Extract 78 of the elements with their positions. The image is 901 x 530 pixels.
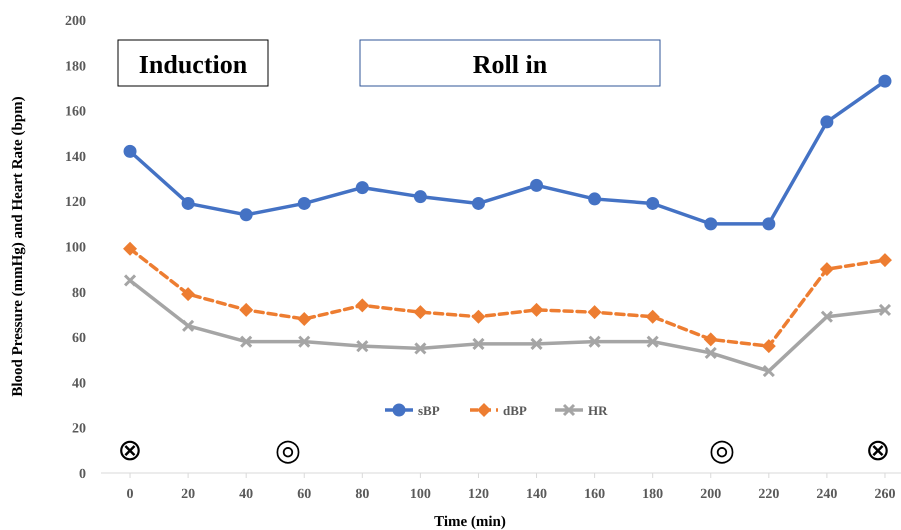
point: [704, 217, 718, 230]
point: [356, 340, 369, 353]
point: [878, 303, 892, 316]
point: [820, 115, 834, 128]
point: [646, 335, 660, 348]
point: [298, 335, 311, 348]
point: [530, 178, 544, 192]
annotation: ◎: [274, 433, 302, 468]
point: [182, 196, 195, 210]
point: [704, 332, 718, 346]
legend-label: sBP: [418, 403, 440, 418]
point: [182, 319, 195, 332]
y-tick-label: 20: [72, 422, 86, 437]
x-tick-label: 220: [758, 487, 780, 502]
point: [588, 335, 602, 348]
y-tick-label: 200: [65, 14, 86, 29]
y-tick-label: 160: [65, 104, 86, 120]
annotation: ⊗: [117, 433, 143, 468]
y-tick-label: 120: [65, 195, 86, 210]
point: [762, 339, 776, 354]
annotation: ◎: [708, 433, 736, 468]
point: [297, 312, 312, 326]
x-tick-label: 40: [239, 487, 254, 502]
y-tick-label: 100: [65, 240, 86, 256]
point: [240, 335, 253, 348]
x-tick-label: 200: [700, 487, 722, 502]
point: [762, 364, 776, 378]
annotation: Roll in: [472, 50, 548, 79]
point: [588, 192, 602, 206]
y-axis-title: Blood Pressure (mmHg) and Heart Rate (bpm): [10, 96, 26, 397]
point: [239, 302, 254, 317]
x-tick-label: 100: [410, 487, 431, 502]
point: [414, 190, 427, 204]
x-tick-label: 160: [584, 487, 606, 502]
point: [414, 342, 427, 355]
y-tick-label: 0: [79, 467, 86, 482]
annotation: Induction: [138, 50, 248, 79]
point: [124, 144, 137, 158]
x-axis-title: Time (min): [434, 514, 506, 530]
y-tick-label: 60: [72, 331, 86, 346]
point: [181, 287, 196, 302]
point: [878, 74, 892, 88]
point: [413, 305, 428, 320]
x-tick-label: 260: [874, 487, 896, 502]
point: [355, 298, 370, 312]
x-tick-label: 0: [126, 487, 134, 502]
point: [820, 310, 834, 324]
point: [646, 310, 660, 324]
point: [123, 242, 138, 256]
legend-label: HR: [588, 403, 608, 418]
x-tick-label: 60: [297, 487, 312, 502]
point: [878, 253, 892, 268]
x-tick-label: 80: [355, 487, 370, 502]
point: [762, 217, 776, 230]
legend-label: dBP: [503, 403, 527, 418]
y-tick-label: 40: [72, 376, 86, 392]
y-tick-label: 140: [65, 150, 86, 165]
x-tick-label: 20: [181, 487, 196, 502]
x-tick-label: 180: [642, 487, 664, 502]
point: [471, 310, 486, 324]
point: [298, 196, 311, 210]
point: [124, 274, 137, 287]
point: [472, 196, 485, 210]
point: [356, 181, 369, 194]
point: [704, 346, 718, 360]
point: [646, 196, 660, 210]
y-tick-label: 80: [72, 286, 86, 301]
point: [472, 337, 485, 350]
point: [530, 302, 544, 317]
annotation: ⊗: [865, 433, 891, 468]
point: [820, 262, 834, 276]
y-tick-label: 180: [65, 59, 86, 74]
point: [588, 305, 602, 320]
point: [240, 208, 253, 222]
x-tick-label: 140: [526, 487, 548, 502]
point: [530, 337, 544, 350]
x-tick-label: 240: [816, 487, 838, 502]
x-tick-label: 120: [468, 487, 489, 502]
